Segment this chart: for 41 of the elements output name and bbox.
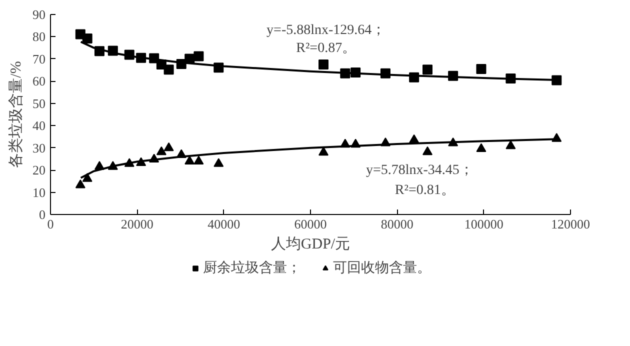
point [214,158,224,167]
x-tick-label: 60000 [294,216,327,232]
annotation: y=-5.88lnx-129.64； [266,23,386,38]
point [476,64,486,74]
x-axis-title: 人均GDP/元 [270,236,350,252]
point [422,146,432,156]
point [164,64,174,75]
y-tick-label: 0 [39,207,46,222]
point [82,173,92,182]
point [318,60,328,70]
point [75,179,86,188]
x-tick-label: 100000 [464,216,504,232]
y-tick-label: 80 [32,29,46,44]
annotation: R²=0.87。 [296,41,356,56]
annotation: y=5.78lnx-34.45； [366,163,474,178]
legend-label: 可回收物含量。 [333,260,431,277]
x-tick-label: 40000 [208,216,240,232]
point [82,34,92,44]
y-tick-label: 20 [32,162,46,178]
y-tick-label: 70 [32,51,46,66]
x-tick-label: 80000 [380,216,414,232]
point [506,140,516,150]
y-tick-label: 40 [32,118,46,134]
point [194,156,204,164]
point [476,143,486,152]
y-tick-label: 90 [32,7,46,22]
point [156,146,166,156]
x-tick-label: 20000 [120,216,154,232]
x-tick-label: 120000 [551,216,590,232]
point [184,156,195,164]
point [164,142,174,152]
y-tick-label: 10 [32,184,46,200]
y-axis-title: 各类垃圾含量/% [8,61,24,168]
legend-label: 厨余垃圾含量； [203,260,301,277]
point [194,51,204,62]
point [422,64,432,75]
y-tick-label: 50 [32,96,46,111]
point [318,146,328,156]
annotation: R²=0.81。 [394,183,455,198]
y-tick-label: 30 [32,140,46,156]
y-tick-label: 60 [32,74,46,89]
